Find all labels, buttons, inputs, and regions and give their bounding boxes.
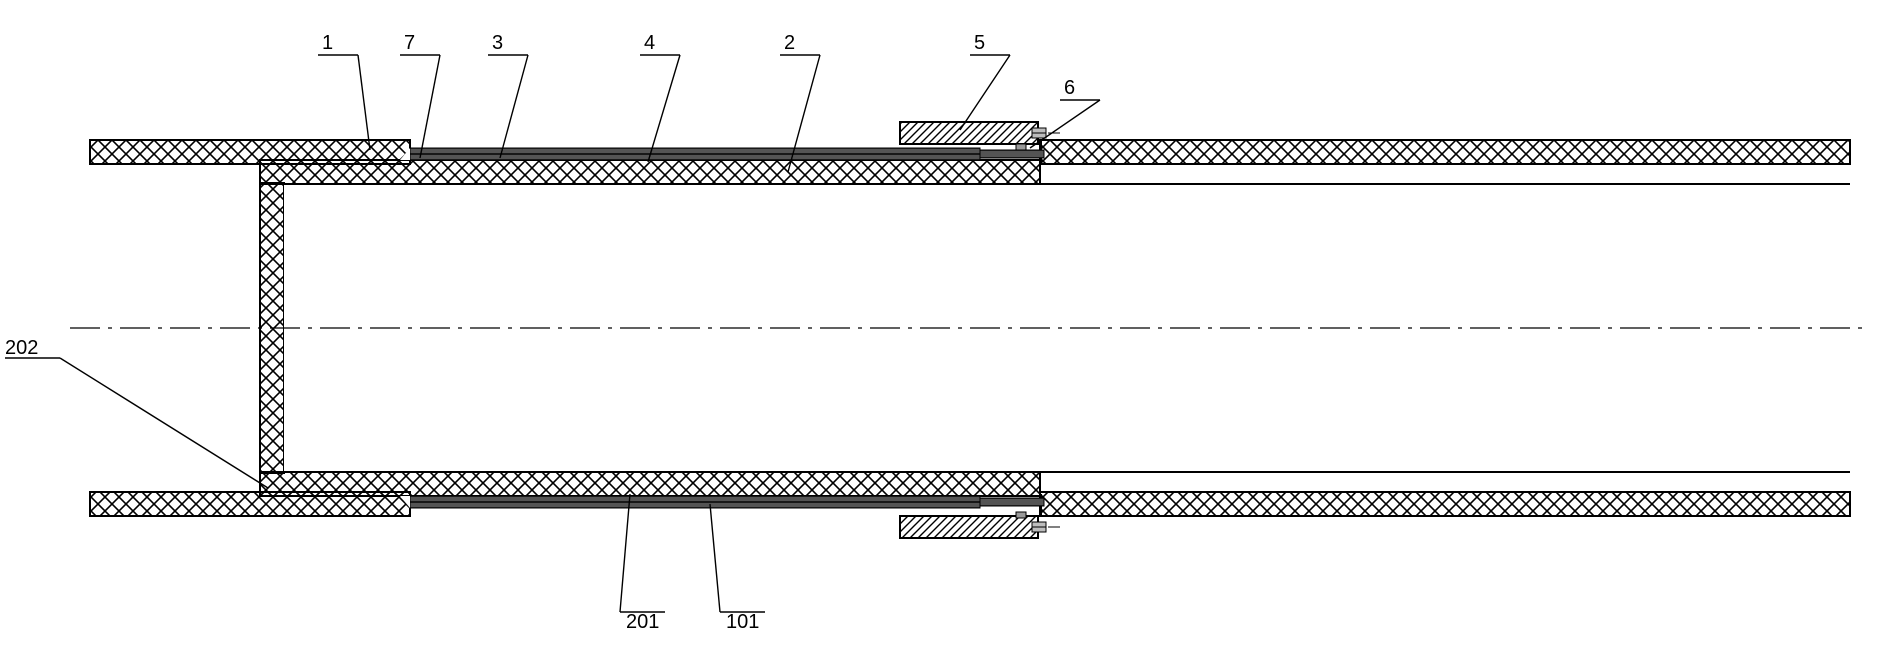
callout-label-6: 6 bbox=[1064, 77, 1075, 99]
callout-label-101: 101 bbox=[726, 611, 759, 633]
callout-label-2: 2 bbox=[784, 32, 795, 54]
callout-label-7: 7 bbox=[404, 32, 415, 54]
callout-label-202: 202 bbox=[5, 337, 38, 359]
engineering-drawing: 1 7 3 4 2 5 6 202 201 101 bbox=[0, 0, 1897, 658]
callout-label-3: 3 bbox=[492, 32, 503, 54]
callout-label-5: 5 bbox=[974, 32, 985, 54]
callout-label-4: 4 bbox=[644, 32, 655, 54]
callout-label-201: 201 bbox=[626, 611, 659, 633]
callout-label-1: 1 bbox=[322, 32, 333, 54]
